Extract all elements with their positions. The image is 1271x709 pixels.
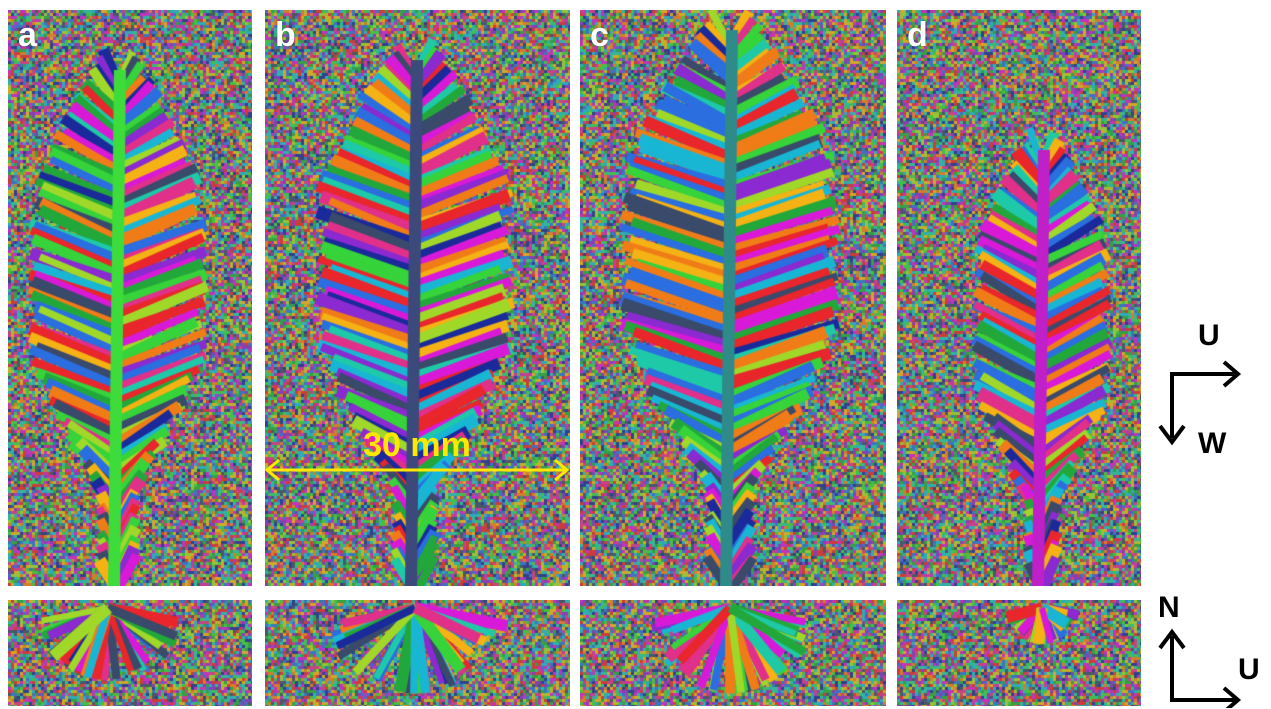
- scale-bar-arrow: [264, 458, 570, 482]
- scale-bar: 30 mm: [263, 425, 571, 485]
- axes-indicator-bottom: N U: [1150, 590, 1265, 708]
- panel-d-top: d: [897, 10, 1141, 586]
- grain-map-a: [8, 10, 252, 586]
- grain-map-c: [580, 10, 886, 586]
- panel-label-b: b: [275, 16, 296, 54]
- axis-label-u-bottom: U: [1238, 653, 1260, 686]
- grain-map-d: [897, 10, 1141, 586]
- axes-arrows-top: [1158, 360, 1242, 446]
- panel-label-c: c: [590, 16, 609, 54]
- axis-label-w: W: [1198, 427, 1227, 460]
- panel-b-bottom: [265, 600, 570, 706]
- panel-label-a: a: [18, 16, 37, 54]
- axis-label-n: N: [1158, 591, 1180, 624]
- scale-bar-label: 30 mm: [363, 426, 471, 464]
- panel-a-bottom: [8, 600, 252, 706]
- panel-b-top: b: [265, 10, 570, 586]
- axes-arrows-bottom: [1158, 628, 1242, 708]
- panel-d-bottom: [897, 600, 1141, 706]
- cross-section-a: [8, 600, 252, 706]
- grain-map-b: [265, 10, 570, 586]
- axis-label-u-top: U: [1198, 319, 1220, 352]
- panel-a-top: a: [8, 10, 252, 586]
- panel-c-bottom: [580, 600, 886, 706]
- axes-indicator-top: U W: [1150, 318, 1265, 466]
- cross-section-c: [580, 600, 886, 706]
- cross-section-b: [265, 600, 570, 706]
- panel-label-d: d: [907, 16, 928, 54]
- panel-c-top: c: [580, 10, 886, 586]
- cross-section-d: [897, 600, 1141, 706]
